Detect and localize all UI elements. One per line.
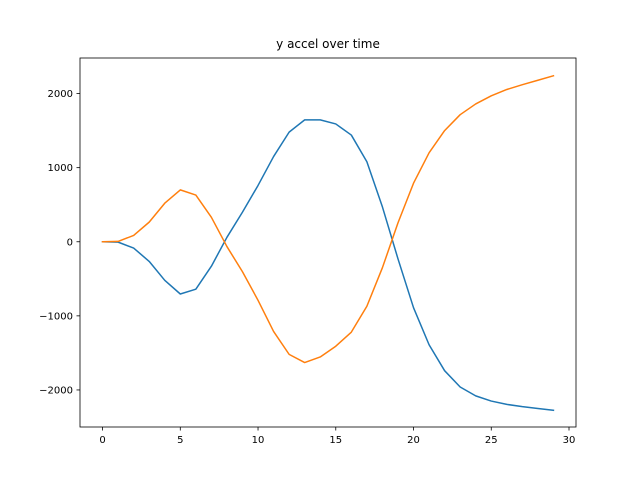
series-line-1 [101,119,555,412]
series-line-2 [101,74,555,364]
series-lines [101,74,555,412]
x-tick-label: 15 [329,435,342,446]
y-tick-label: 2000 [48,89,73,100]
x-tick-label: 5 [177,435,183,446]
y-tick-label: 0 [67,237,73,248]
y-tick-label: −1000 [39,311,73,322]
x-tick-label: 0 [99,435,105,446]
plot-frame [79,57,577,428]
y-tick-label: −2000 [39,385,73,396]
x-tick-label: 10 [252,435,265,446]
x-tick-label: 30 [563,435,576,446]
y-tick-label: 1000 [48,163,73,174]
x-tick-label: 25 [485,435,498,446]
chart-title: y accel over time [276,37,380,51]
axes: 0 5 10 15 20 25 30 −2000 −1000 0 1000 2000 [39,57,577,446]
x-tick-label: 20 [407,435,420,446]
